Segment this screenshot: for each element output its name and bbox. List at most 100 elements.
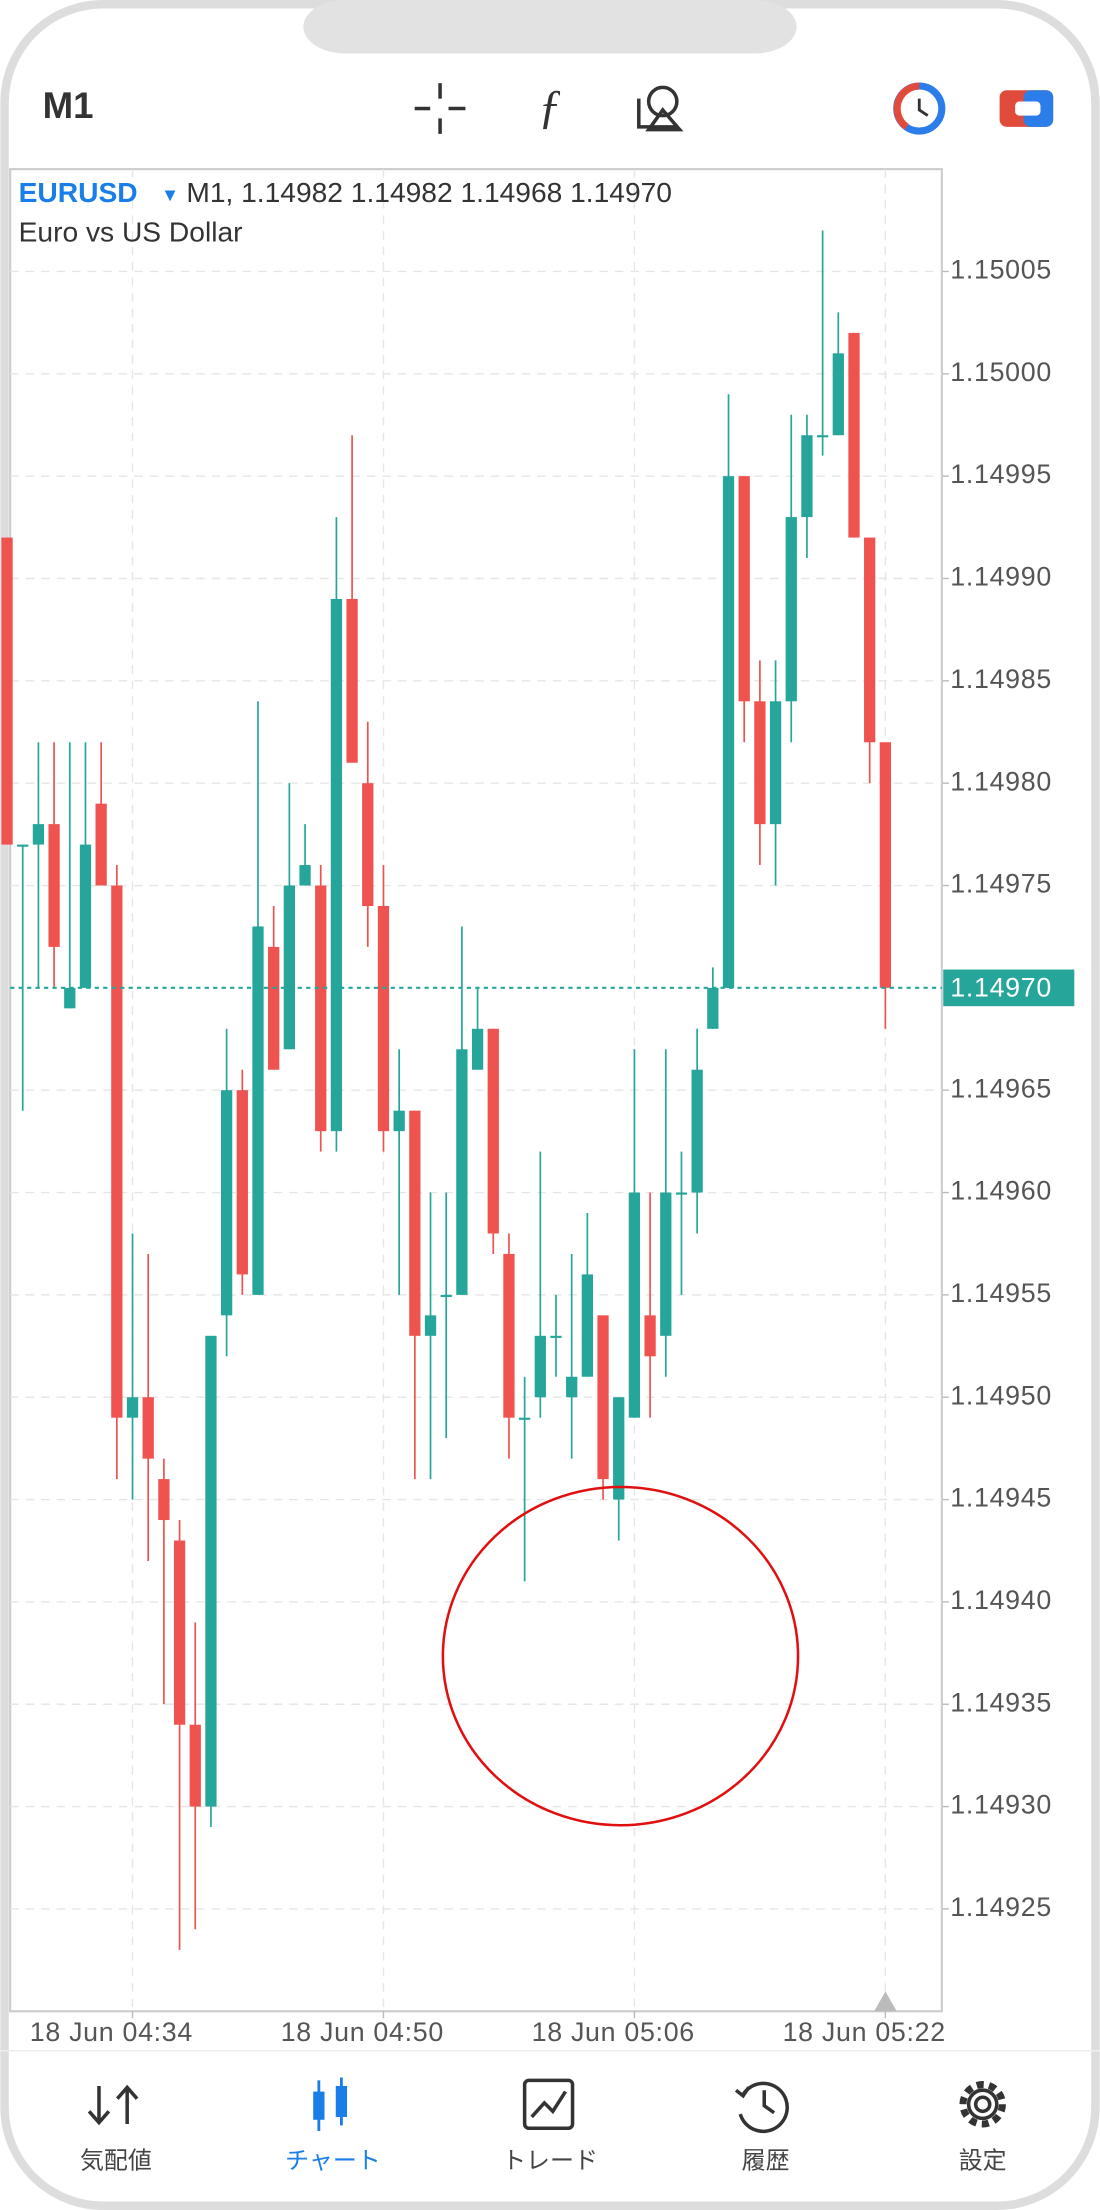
candle-body: [848, 332, 860, 538]
candle-body: [550, 1335, 562, 1338]
candle-body: [205, 1335, 217, 1807]
symbol[interactable]: EURUSD: [19, 176, 138, 208]
candle-body: [32, 824, 45, 845]
crosshair-icon[interactable]: [414, 83, 466, 134]
history-icon[interactable]: [734, 2081, 789, 2134]
candle-body: [377, 905, 390, 1132]
candle-body: [864, 537, 876, 743]
candle-body: [534, 1335, 546, 1398]
x-tick-label: 18 Jun 04:34: [30, 2017, 193, 2047]
chart-icon[interactable]: [313, 2077, 348, 2132]
y-tick-label: 1.14995: [950, 459, 1052, 489]
description: Euro vs US Dollar: [19, 215, 243, 247]
current-price-label: 1.14970: [950, 972, 1052, 1002]
tab-label[interactable]: チャート: [285, 2147, 381, 2174]
tab-label[interactable]: 設定: [959, 2147, 1007, 2174]
candle-body: [346, 598, 358, 763]
candle-body: [362, 783, 374, 906]
candle-body: [393, 1110, 405, 1132]
y-tick-label: 1.14930: [950, 1790, 1052, 1820]
y-tick-label: 1.14975: [950, 869, 1052, 899]
tab-bar: 気配値 チャート トレード 履歴 設定: [80, 2147, 1007, 2174]
objects-icon[interactable]: [637, 85, 684, 132]
tab-label[interactable]: 気配値: [80, 2147, 152, 2174]
candle-body: [315, 885, 327, 1132]
candle-body: [268, 946, 280, 1070]
y-tick-label: 1.14935: [950, 1687, 1052, 1717]
candle-body: [644, 1315, 656, 1357]
x-tick-label: 18 Jun 05:06: [532, 2017, 695, 2047]
candle-body: [283, 885, 296, 1050]
tab-label[interactable]: 履歴: [742, 2147, 790, 2174]
candle-body: [675, 1192, 688, 1195]
candle-body: [236, 1090, 248, 1275]
plot: 1.14925 1.14930 1.14935 1.14940 1.14945 1.149…: [1, 169, 1075, 2047]
candle-body: [769, 701, 782, 825]
candle-body: [503, 1253, 515, 1418]
candle-body: [142, 1397, 154, 1459]
candle-body: [487, 1028, 499, 1234]
trade-icon[interactable]: [522, 2078, 575, 2131]
candle-body: [48, 824, 60, 947]
y-tick-label: 1.14985: [950, 664, 1052, 694]
candle-body: [158, 1479, 170, 1521]
candle-body: [628, 1192, 641, 1418]
candle-body: [832, 353, 844, 436]
y-tick-label: 1.14960: [950, 1176, 1052, 1206]
candle-body: [754, 701, 766, 825]
candle-body: [456, 1049, 468, 1295]
notch: [303, 0, 797, 54]
y-tick-label: 1.15005: [950, 255, 1052, 285]
quotes-icon[interactable]: [87, 2084, 139, 2126]
candle-body: [17, 844, 29, 847]
x-tick-label: 18 Jun 04:50: [281, 2017, 444, 2047]
candle-body: [691, 1069, 703, 1193]
y-tick-label: 1.14940: [950, 1585, 1052, 1615]
candle-body: [738, 476, 750, 702]
candle-body: [801, 435, 813, 518]
candle-body: [111, 885, 123, 1418]
y-tick-label: 1.14925: [950, 1892, 1052, 1922]
y-tick-label: 1.14945: [950, 1483, 1052, 1513]
timeframe[interactable]: M1: [43, 85, 94, 126]
y-tick-label: 1.14950: [950, 1380, 1052, 1410]
x-tick-label: 18 Jun 05:22: [783, 2017, 946, 2047]
candle-body: [581, 1274, 593, 1377]
candle-body: [409, 1110, 421, 1336]
candle-body: [173, 1540, 186, 1725]
current-bar-marker: [874, 1991, 897, 2012]
account-icon[interactable]: [999, 90, 1054, 127]
candle-body: [816, 435, 829, 438]
y-tick-label: 1.14965: [950, 1073, 1052, 1103]
candle-body: [566, 1376, 578, 1398]
current-price-box: [943, 969, 1075, 1007]
candle-body: [330, 598, 343, 1132]
candle-body: [64, 987, 76, 1009]
candle-body: [440, 1294, 452, 1297]
candle-body: [95, 803, 107, 886]
y-tick-label: 1.14990: [950, 562, 1052, 592]
ohlc-info: M1, 1.14982 1.14982 1.14968 1.14970: [186, 176, 672, 208]
candle-body: [613, 1397, 625, 1500]
candle-body: [660, 1192, 672, 1336]
candle-body: [252, 926, 264, 1295]
candle-body: [722, 476, 735, 988]
highlight-circle: [441, 1485, 800, 1827]
candle-body: [518, 1417, 531, 1420]
indicator-icon[interactable]: ƒ: [538, 80, 562, 133]
candle-body: [189, 1724, 201, 1807]
y-tick-label: 1.14980: [950, 766, 1052, 796]
tab-label[interactable]: トレード: [502, 2147, 598, 2174]
candle-body: [597, 1315, 609, 1480]
candle-body: [471, 1028, 484, 1070]
candle-body: [299, 865, 311, 886]
candle-body: [79, 844, 92, 988]
y-tick-label: 1.14955: [950, 1278, 1052, 1308]
trading-icon[interactable]: [893, 82, 946, 135]
candle-body: [220, 1090, 233, 1316]
symbol-dropdown-icon[interactable]: ▼: [161, 184, 179, 205]
candle-body: [1, 537, 13, 845]
